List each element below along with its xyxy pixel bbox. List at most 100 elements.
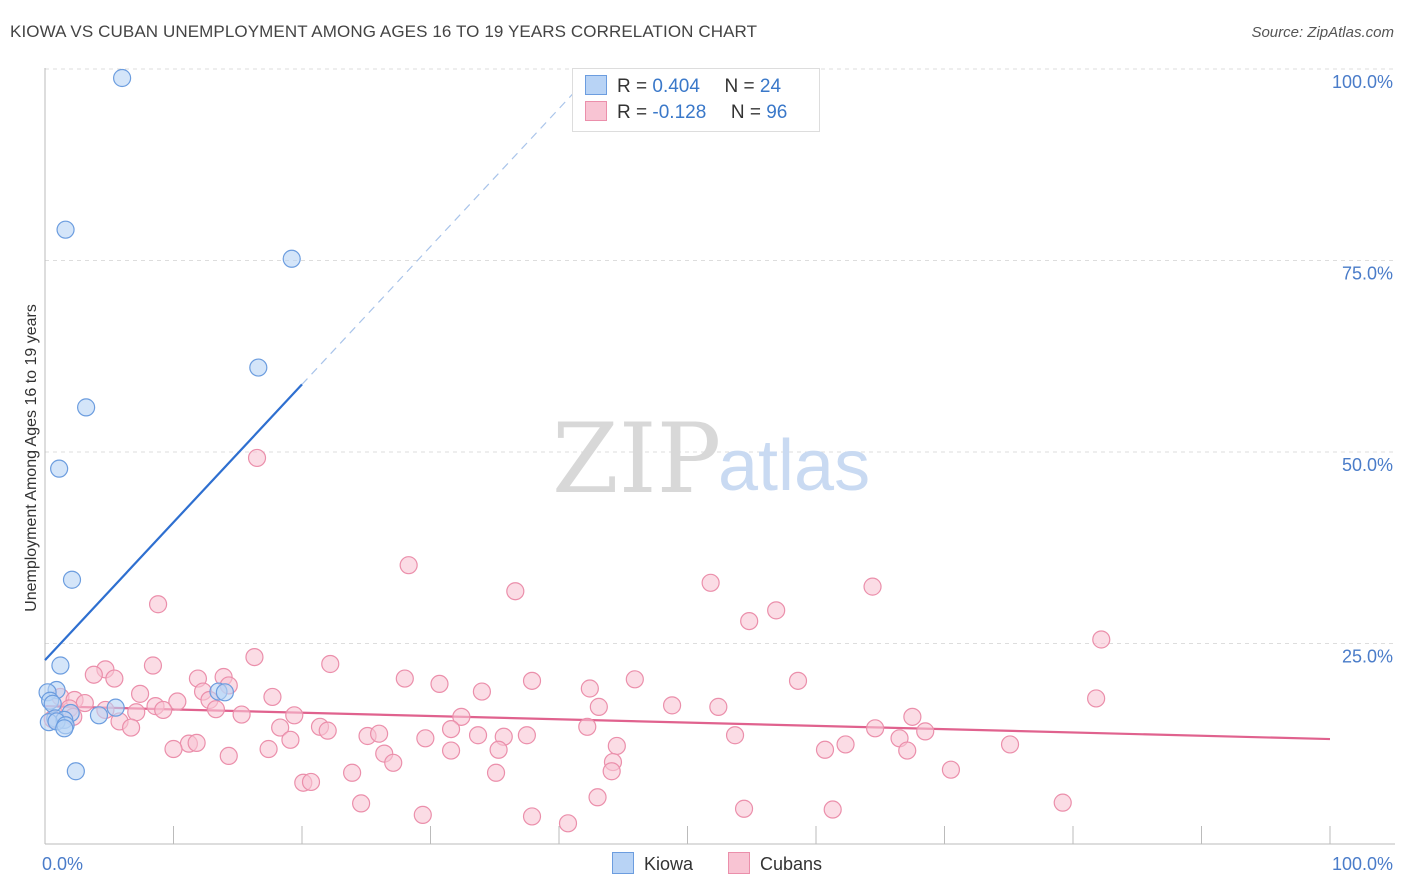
source-label: Source: ZipAtlas.com <box>1251 24 1394 41</box>
cubans-point-65 <box>187 733 206 752</box>
legend-kiowa-label: Kiowa <box>644 854 694 874</box>
cubans-point-93 <box>413 805 432 824</box>
cubans-point-56 <box>903 707 922 726</box>
kiowa-point-11 <box>215 683 234 702</box>
kiowa-r-label: R = <box>617 76 648 97</box>
cubans-point-95 <box>558 814 578 833</box>
stats-box: R = 0.404 N = 24 R = -0.128 N = 96 <box>572 68 820 132</box>
kiowa-r-value: 0.404 <box>652 76 700 97</box>
kiowa-n-value: 24 <box>759 76 782 97</box>
trend-layer <box>44 80 1331 741</box>
cubans-point-20 <box>625 670 644 689</box>
stats-row-kiowa: R = 0.404 N = 24 <box>585 75 781 101</box>
tick-label-layer: 25.0% 50.0% 75.0% 100.0% 0.0% 100.0% <box>42 72 1393 874</box>
kiowa-swatch <box>585 75 607 95</box>
cubans-point-50 <box>271 718 290 737</box>
cubans-point-72 <box>1000 735 1020 754</box>
watermark-atlas: atlas <box>718 426 870 506</box>
cubans-r-label: R = <box>617 102 648 123</box>
legend-kiowa-swatch <box>612 852 634 874</box>
legend-item-cubans[interactable]: Cubans <box>728 852 822 875</box>
cubans-point-0 <box>247 448 267 468</box>
cubans-point-32 <box>168 692 187 711</box>
watermark-zip: ZIP <box>552 403 721 515</box>
points-layer <box>38 68 1111 833</box>
kiowa-trend-extension <box>301 80 586 385</box>
cubans-point-6 <box>767 601 786 620</box>
cubans-point-58 <box>725 726 745 745</box>
cubans-point-87 <box>301 772 321 792</box>
cubans-point-10 <box>321 654 340 674</box>
kiowa-point-6 <box>62 570 82 589</box>
cubans-point-91 <box>823 800 842 819</box>
grid-layer <box>45 68 1395 644</box>
legend-cubans-swatch <box>728 852 750 874</box>
cubans-point-76 <box>489 740 508 759</box>
cubans-point-37 <box>1087 689 1106 708</box>
cubans-point-84 <box>602 762 621 781</box>
legend-cubans-label: Cubans <box>760 854 823 874</box>
y-tick-label-75: 75.0% <box>1342 264 1393 284</box>
cubans-swatch <box>585 101 607 121</box>
cubans-point-83 <box>486 763 506 782</box>
kiowa-point-4 <box>77 398 96 417</box>
cubans-point-7 <box>740 611 759 631</box>
kiowa-point-5 <box>50 459 69 478</box>
watermark: ZIP atlas <box>552 403 870 515</box>
chart-title: KIOWA VS CUBAN UNEMPLOYMENT AMONG AGES 1… <box>10 22 758 41</box>
cubans-point-41 <box>154 700 173 720</box>
cubans-point-89 <box>352 794 371 813</box>
cubans-trend-line <box>44 705 1331 741</box>
cubans-point-94 <box>522 807 542 826</box>
cubans-point-73 <box>164 739 183 759</box>
kiowa-point-14 <box>106 698 125 717</box>
kiowa-n-label: N = <box>724 76 755 97</box>
cubans-point-35 <box>589 697 608 716</box>
cubans-point-26 <box>130 684 150 703</box>
cubans-point-30 <box>75 693 94 713</box>
cubans-point-49 <box>121 718 141 737</box>
cubans-point-92 <box>1053 793 1072 812</box>
cubans-point-74 <box>259 739 278 759</box>
cubans-point-19 <box>522 671 542 690</box>
cubans-point-90 <box>734 799 754 818</box>
kiowa-point-23 <box>66 762 85 781</box>
cubans-point-67 <box>416 729 435 748</box>
cubans-point-43 <box>232 705 251 724</box>
cubans-point-40 <box>127 703 146 722</box>
cubans-point-24 <box>472 682 491 701</box>
kiowa-trend-line <box>44 383 303 661</box>
cubans-point-13 <box>84 665 103 684</box>
cubans-point-18 <box>430 674 449 694</box>
x-tick-label-100: 100.0% <box>1332 854 1393 874</box>
cubans-point-14 <box>105 669 124 688</box>
cubans-point-54 <box>578 717 597 736</box>
cubans-point-69 <box>836 735 855 754</box>
kiowa-point-22 <box>55 719 74 738</box>
cubans-point-25 <box>580 679 599 698</box>
cubans-point-34 <box>662 696 682 715</box>
kiowa-point-2 <box>282 249 301 268</box>
cubans-point-88 <box>588 788 607 807</box>
kiowa-point-0 <box>112 68 132 88</box>
cubans-point-45 <box>452 707 471 726</box>
cubans-point-63 <box>517 726 536 745</box>
cubans-point-68 <box>607 736 626 756</box>
cubans-point-42 <box>206 700 226 719</box>
kiowa-point-3 <box>249 358 268 377</box>
cubans-point-1 <box>399 556 418 575</box>
cubans-point-36 <box>709 697 728 716</box>
kiowa-point-1 <box>56 220 75 239</box>
cubans-point-82 <box>343 763 362 782</box>
cubans-point-27 <box>263 687 282 707</box>
cubans-point-52 <box>318 721 337 740</box>
cubans-point-57 <box>916 722 935 741</box>
cubans-point-85 <box>941 760 961 779</box>
cubans-point-2 <box>506 582 525 601</box>
cubans-point-8 <box>1092 630 1111 649</box>
kiowa-point-16 <box>89 706 109 725</box>
legend-item-kiowa[interactable]: Kiowa <box>612 852 693 875</box>
cubans-point-17 <box>395 669 414 688</box>
